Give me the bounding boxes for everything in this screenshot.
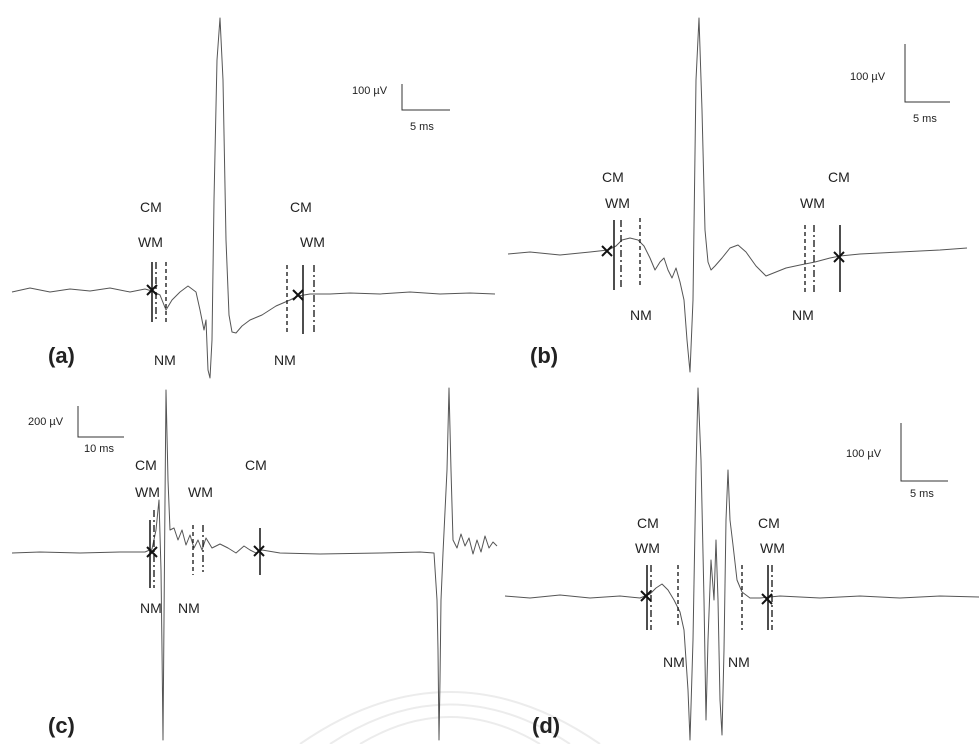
panel-a-wm-label-right: WM xyxy=(300,234,325,250)
panel-c-cm-label-left: CM xyxy=(135,457,157,473)
panel-b-signal-trace xyxy=(507,17,968,373)
panel-d-label: (d) xyxy=(532,713,560,738)
panel-a-cm-label-right: CM xyxy=(290,199,312,215)
panel-c-nm-label-mid: NM xyxy=(178,600,200,616)
panel-a-scale-amplitude: 100 µV xyxy=(352,85,388,97)
panel-d-onset-cross-icon xyxy=(640,590,652,602)
panel-a-offset-cross-icon xyxy=(292,289,304,301)
panel-b-cm-label-left: CM xyxy=(602,169,624,185)
panel-d-scale-amplitude: 100 µV xyxy=(846,448,882,460)
panel-a-onset-cross-icon xyxy=(146,284,158,296)
panel-c-signal-trace xyxy=(11,387,498,741)
panel-a-nm-label-left: NM xyxy=(154,352,176,368)
panel-b-offset-cross-icon xyxy=(833,251,845,263)
panel-d-cm-label-left: CM xyxy=(637,515,659,531)
panel-c-wm-label-mid: WM xyxy=(188,484,213,500)
panel-b-wm-label-right: WM xyxy=(800,195,825,211)
panel-d-scale-bar xyxy=(900,423,948,482)
panel-a-signal-trace xyxy=(11,17,496,379)
panel-b-label: (b) xyxy=(530,343,558,368)
panel-d-nm-label-left: NM xyxy=(663,654,685,670)
panel-b-nm-label-right: NM xyxy=(792,307,814,323)
panel-b-wm-label-left: WM xyxy=(605,195,630,211)
panel-d-nm-label-right: NM xyxy=(728,654,750,670)
panel-b-onset-cross-icon xyxy=(601,245,613,257)
panel-a-scale-time: 5 ms xyxy=(410,121,434,133)
panel-d-wm-label-left: WM xyxy=(635,540,660,556)
panel-a-wm-label-left: WM xyxy=(138,234,163,250)
panel-d-wm-label-right: WM xyxy=(760,540,785,556)
panel-b-scale-amplitude: 100 µV xyxy=(850,71,886,83)
panel-c-scale-amplitude: 200 µV xyxy=(28,416,64,428)
panel-c-nm-label-left: NM xyxy=(140,600,162,616)
panel-c: CM WM NM WM NM CM 200 µV 10 ms (c) xyxy=(11,387,498,741)
panel-d-offset-cross-icon xyxy=(761,593,773,605)
panel-a-label: (a) xyxy=(48,343,75,368)
panel-c-cm-label-right: CM xyxy=(245,457,267,473)
panel-c-scale-bar xyxy=(77,406,124,438)
panel-c-onset-cross-icon xyxy=(146,546,158,558)
panel-a-nm-label-right: NM xyxy=(274,352,296,368)
panel-b-nm-label-left: NM xyxy=(630,307,652,323)
panel-c-wm-label-left: WM xyxy=(135,484,160,500)
panel-c-offset-cross-icon xyxy=(253,545,265,557)
panel-b-scale-bar xyxy=(904,44,950,103)
panel-c-label: (c) xyxy=(48,713,75,738)
panel-b: CM WM NM CM WM NM 100 µV 5 ms (b) xyxy=(507,17,968,373)
panel-a: CM WM NM CM WM NM 100 µV 5 ms (a) xyxy=(11,17,496,379)
panel-b-cm-label-right: CM xyxy=(828,169,850,185)
panel-d-signal-trace xyxy=(504,387,979,741)
panel-d-cm-label-right: CM xyxy=(758,515,780,531)
panel-d-scale-time: 5 ms xyxy=(910,488,934,500)
watermark-logo xyxy=(299,691,601,744)
panel-a-scale-bar xyxy=(401,84,450,111)
panel-b-scale-time: 5 ms xyxy=(913,113,937,125)
panel-d: CM WM NM CM WM NM 100 µV 5 ms (d) xyxy=(504,387,979,741)
panel-c-scale-time: 10 ms xyxy=(84,443,114,455)
panel-a-cm-label-left: CM xyxy=(140,199,162,215)
